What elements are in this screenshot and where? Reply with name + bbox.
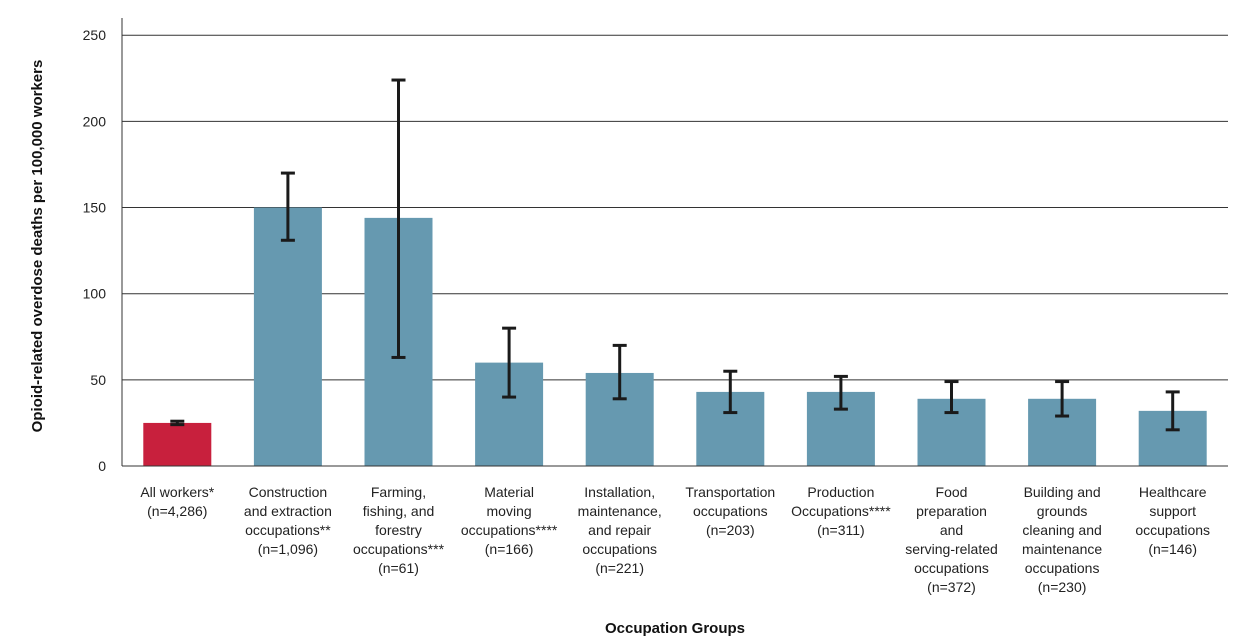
category-label-line: (n=146): [1148, 541, 1197, 557]
category-label-line: Transportation: [685, 484, 775, 500]
category-label-line: and repair: [588, 522, 651, 538]
y-tick-label: 150: [83, 200, 107, 216]
error-bar: [612, 343, 627, 401]
y-tick-label: 0: [98, 458, 106, 474]
error-bar: [1165, 390, 1180, 432]
error-bar: [723, 369, 738, 415]
category-label-line: moving: [487, 503, 532, 519]
category-label-line: occupations**: [245, 522, 331, 538]
category-label-line: (n=166): [485, 541, 534, 557]
error-bar: [833, 374, 848, 411]
category-label-line: (n=311): [817, 522, 865, 538]
category-label: Farming, fishing, and forestry occupations*…: [353, 484, 445, 576]
category-label: Material moving occupations**** (n=166): [461, 484, 558, 557]
error-bars: [170, 78, 1180, 432]
category-label: Construction and extraction occupations** (…: [244, 484, 332, 557]
category-label: Food preparation and serving-related occupat…: [905, 484, 998, 595]
category-label-line: occupations****: [461, 522, 558, 538]
error-bar: [944, 380, 959, 415]
category-label-line: occupations: [1135, 522, 1210, 538]
y-axis-title: Opioid-related overdose deaths per 100,0…: [29, 60, 46, 433]
y-tick-label: 100: [83, 286, 107, 302]
category-label: Healthcare support occupations (n=146): [1135, 484, 1210, 557]
category-label-line: Material: [484, 484, 534, 500]
category-label-line: support: [1149, 503, 1196, 519]
category-label: Building and grounds cleaning and maintenan…: [1022, 484, 1102, 595]
category-label-line: Installation,: [584, 484, 655, 500]
category-label-line: Occupations****: [791, 503, 891, 519]
category-label-line: Food: [936, 484, 968, 500]
y-tick-label: 50: [90, 372, 106, 388]
error-bar: [280, 171, 295, 242]
category-label-line: maintenance,: [578, 503, 662, 519]
category-label-line: fishing, and: [363, 503, 435, 519]
category-labels: All workers* (n=4,286) Construction and ext…: [140, 484, 1210, 595]
category-label-line: (n=221): [595, 560, 644, 576]
category-label-line: occupations: [914, 560, 989, 576]
y-tick-label: 200: [83, 113, 107, 129]
bar: [253, 207, 322, 467]
category-label: Installation, maintenance, and repair occup…: [578, 484, 662, 576]
category-label-line: occupations: [582, 541, 657, 557]
bars: [143, 207, 1207, 467]
category-label-line: occupations: [1025, 560, 1100, 576]
category-label-line: (n=372): [927, 579, 976, 595]
error-bar: [391, 78, 406, 359]
category-label-line: and extraction: [244, 503, 332, 519]
category-label-line: (n=1,096): [258, 541, 318, 557]
y-tick-label: 250: [83, 27, 107, 43]
axes: [121, 18, 1228, 467]
category-label-line: Production: [807, 484, 874, 500]
category-label-line: occupations***: [353, 541, 445, 557]
category-label: Production Occupations**** (n=311): [791, 484, 891, 538]
category-label-line: maintenance: [1022, 541, 1102, 557]
category-label-line: serving-related: [905, 541, 998, 557]
category-label-line: and: [940, 522, 963, 538]
error-bar: [502, 326, 517, 399]
category-label-line: Healthcare: [1139, 484, 1207, 500]
category-label-line: (n=203): [706, 522, 755, 538]
category-label-line: forestry: [375, 522, 422, 538]
error-bar: [170, 419, 185, 427]
category-label-line: Farming,: [371, 484, 426, 500]
category-label-line: (n=230): [1038, 579, 1087, 595]
category-label-line: Building and: [1024, 484, 1101, 500]
category-label-line: (n=4,286): [147, 503, 207, 519]
category-label-line: Construction: [249, 484, 328, 500]
category-label-line: occupations: [693, 503, 768, 519]
category-label-line: (n=61): [378, 560, 419, 576]
category-label-line: All workers*: [140, 484, 214, 500]
category-label-line: preparation: [916, 503, 987, 519]
error-bar: [1055, 380, 1070, 418]
category-label-line: cleaning and: [1022, 522, 1101, 538]
category-label-line: grounds: [1037, 503, 1088, 519]
x-axis-title: Occupation Groups: [605, 620, 745, 637]
category-label: Transportation occupations (n=203): [685, 484, 775, 538]
category-label: All workers* (n=4,286): [140, 484, 214, 519]
bar: [143, 422, 212, 466]
y-tick-labels: 0 50 100 150 200 250: [83, 27, 107, 474]
